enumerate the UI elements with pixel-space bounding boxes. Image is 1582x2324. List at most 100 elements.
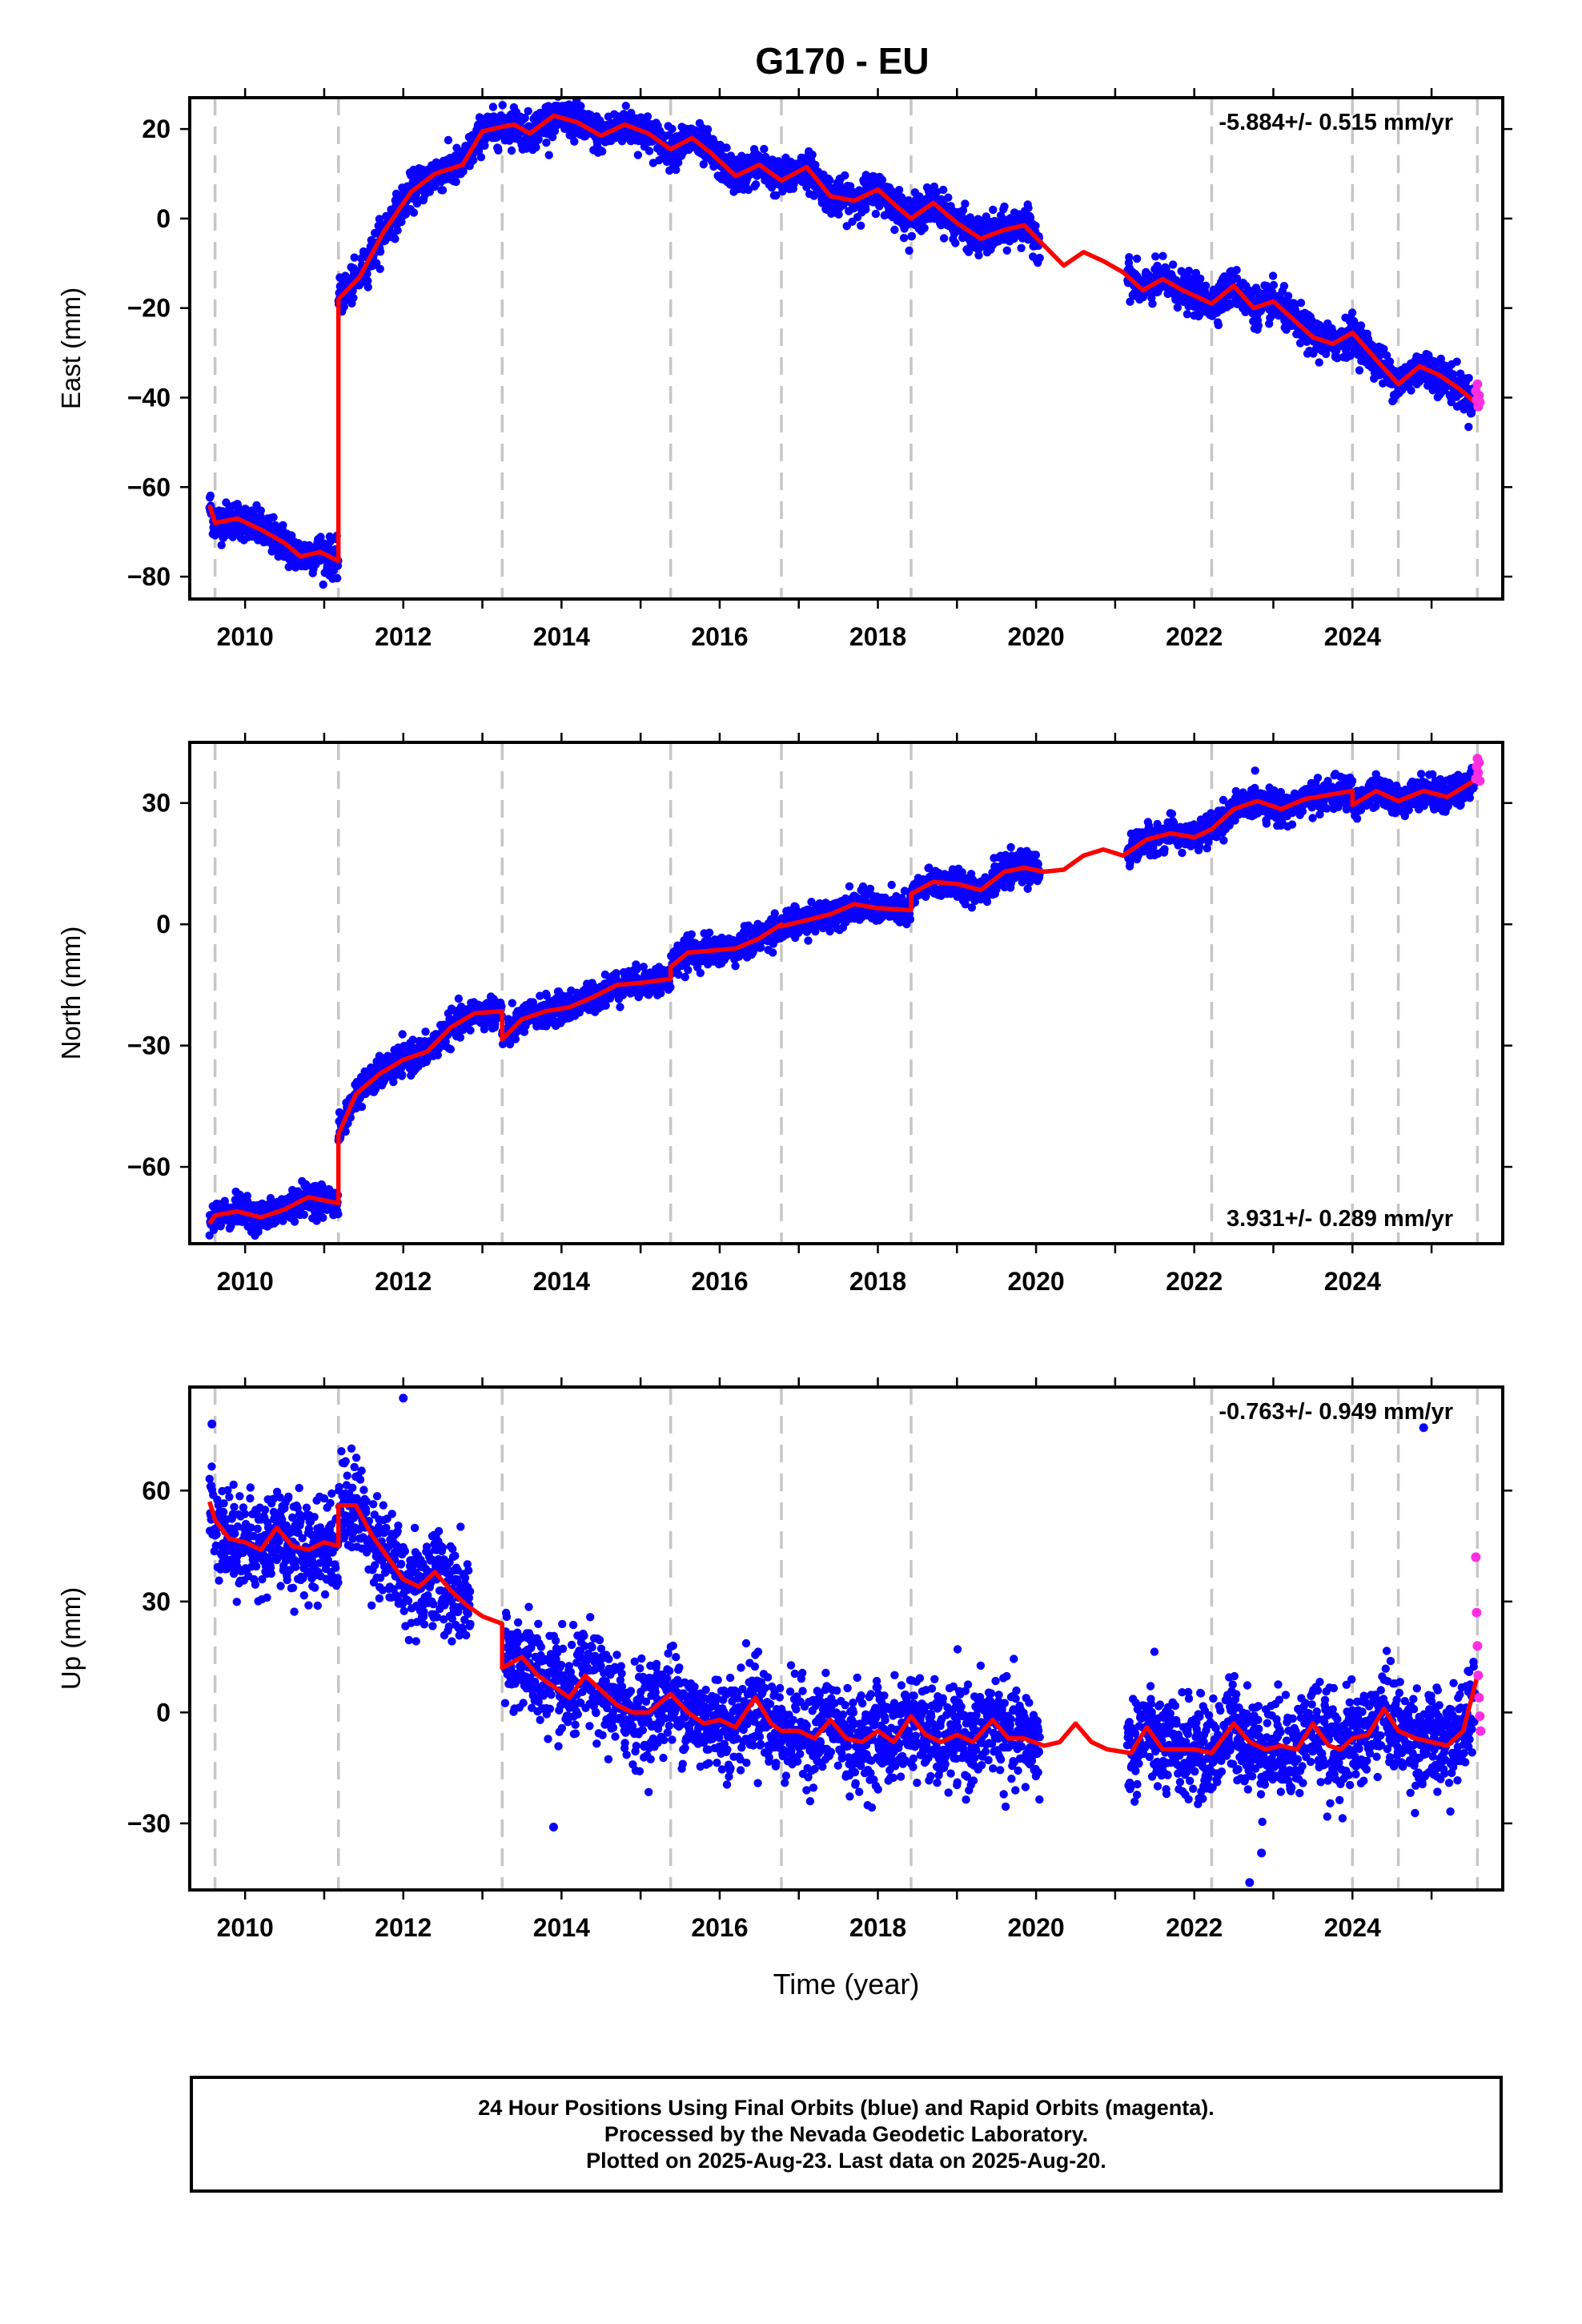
data-point (349, 293, 358, 303)
data-point (444, 135, 453, 145)
data-point (488, 103, 498, 111)
data-point (1268, 271, 1278, 280)
data-point (469, 155, 478, 165)
data-point (466, 1026, 475, 1035)
data-point (964, 247, 974, 256)
data-point (1279, 282, 1289, 291)
data-point (1449, 370, 1458, 379)
data-point (877, 175, 887, 184)
data-point (480, 1025, 489, 1034)
data-point (341, 1127, 350, 1136)
data-point (363, 269, 371, 279)
data-point (438, 186, 448, 195)
y-ticks (180, 127, 1512, 578)
data-point (1184, 267, 1194, 275)
data-point (217, 541, 226, 549)
data-point (1158, 251, 1167, 260)
data-point (576, 102, 585, 111)
final-orbit-points (205, 98, 1480, 589)
data-point (1347, 308, 1357, 317)
data-point (333, 573, 342, 583)
data-point (875, 202, 884, 211)
y-tick-label: −80 (127, 562, 171, 591)
data-point (612, 969, 620, 978)
data-point (703, 125, 713, 134)
data-point (542, 139, 551, 147)
data-point (811, 160, 820, 170)
x-tick-label: 2012 (375, 622, 432, 651)
data-point (498, 101, 507, 110)
data-point (890, 225, 899, 235)
y-tick-label: 0 (156, 204, 171, 233)
data-point (1379, 344, 1388, 354)
data-point (393, 226, 402, 235)
data-point (939, 234, 949, 243)
data-point (751, 180, 761, 189)
model-fit-line (207, 113, 1480, 564)
data-point (744, 185, 753, 195)
data-point (397, 217, 406, 227)
data-point (668, 124, 677, 134)
data-point (1214, 320, 1223, 330)
data-point (841, 171, 849, 180)
data-point (905, 246, 913, 255)
data-point (861, 205, 870, 214)
data-point (1283, 292, 1293, 300)
data-point (507, 146, 516, 155)
data-point (1035, 253, 1044, 263)
data-point (1000, 202, 1009, 211)
x-ticks (243, 88, 1433, 609)
data-point (672, 165, 681, 175)
plot-frame (188, 96, 1504, 601)
x-tick-label: 2014 (533, 622, 590, 651)
data-point (279, 521, 287, 529)
data-point (655, 156, 664, 165)
data-point (398, 1071, 407, 1080)
data-point (1232, 266, 1241, 275)
data-point (726, 151, 736, 160)
data-point (1464, 373, 1473, 383)
y-tick-label: −20 (127, 294, 171, 323)
data-point (520, 114, 529, 123)
data-point (951, 239, 960, 247)
data-point (722, 143, 731, 152)
data-point (269, 513, 278, 522)
data-point (316, 533, 325, 541)
data-point (1456, 369, 1465, 378)
data-point (421, 1027, 430, 1036)
data-point (371, 1084, 380, 1094)
rapid-point (1472, 379, 1483, 389)
figure-title: G170 - EU (755, 40, 929, 82)
data-point (1322, 349, 1331, 359)
data-point (524, 107, 532, 115)
data-point (1382, 351, 1391, 360)
data-point (532, 143, 540, 152)
data-point (494, 146, 503, 155)
data-point (920, 223, 929, 232)
data-point (544, 151, 553, 159)
data-point (497, 1002, 506, 1011)
data-point (912, 218, 921, 227)
data-point (1269, 280, 1279, 290)
data-point (1017, 243, 1026, 252)
data-point (825, 175, 834, 185)
data-point (299, 1210, 308, 1220)
data-point (598, 147, 607, 156)
data-point (452, 177, 460, 187)
data-point (1452, 357, 1461, 366)
data-point (808, 151, 817, 159)
data-point (1464, 422, 1473, 432)
data-point (760, 144, 769, 154)
data-point (1407, 386, 1415, 395)
data-point (508, 999, 516, 1007)
data-point (1375, 351, 1385, 360)
data-point (398, 1030, 407, 1039)
x-tick-label: 2022 (1166, 622, 1223, 651)
data-point (433, 1051, 443, 1059)
data-point (456, 1033, 465, 1042)
data-point (643, 112, 652, 121)
data-point (958, 206, 968, 215)
data-point (1385, 357, 1395, 366)
data-point (568, 131, 577, 139)
